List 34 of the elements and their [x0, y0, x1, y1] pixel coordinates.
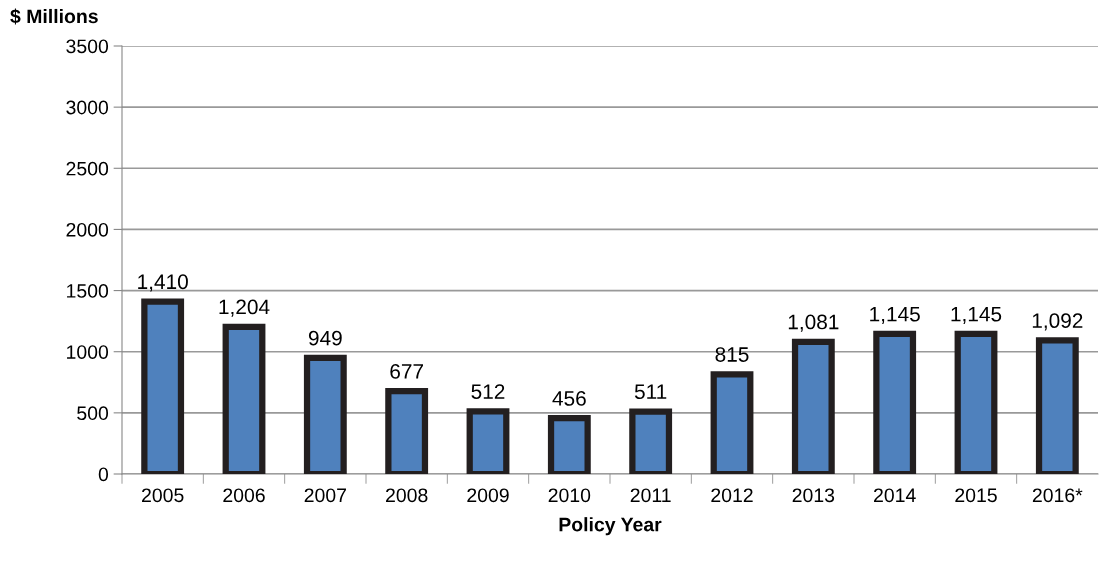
- data-label: 1,410: [138, 274, 188, 292]
- x-tick-label: 2007: [304, 488, 346, 503]
- data-label: 512: [471, 384, 505, 399]
- x-tick-label: 2009: [467, 488, 509, 503]
- x-tick-label: 2015: [955, 488, 997, 503]
- data-label: 1,145: [951, 306, 1002, 324]
- x-tick-label: 2014: [874, 488, 916, 503]
- y-tick-label: 500: [77, 406, 109, 421]
- x-tick-label: 2013: [792, 488, 835, 503]
- x-tick-label: 2012: [711, 488, 753, 503]
- data-label: 815: [715, 347, 749, 362]
- data-label: 677: [390, 364, 423, 379]
- data-label: 1,092: [1032, 313, 1083, 331]
- x-tick-label: 2006: [223, 488, 265, 503]
- y-tick-label: 3500: [66, 39, 109, 54]
- y-tick-label: 1000: [67, 345, 109, 359]
- x-tick-label: 2016*: [1032, 488, 1083, 503]
- data-label: 1,145: [870, 306, 920, 324]
- x-tick-label: 2011: [630, 488, 671, 503]
- y-tick-label: 3000: [66, 100, 109, 115]
- x-tick-label: 2005: [142, 488, 184, 503]
- x-tick-label: 2010: [548, 488, 591, 503]
- y-tick-label: 0: [98, 467, 109, 482]
- x-axis-title: Policy Year: [559, 517, 662, 536]
- y-tick-label: 2000: [66, 222, 109, 237]
- data-label: 511: [634, 384, 667, 400]
- y-tick-label: 1500: [67, 284, 109, 298]
- x-tick-label: 2008: [386, 488, 428, 503]
- y-axis-title: $ Millions: [10, 8, 98, 25]
- y-tick-label: 2500: [66, 161, 109, 176]
- data-label: 1,081: [788, 314, 839, 332]
- data-label: 456: [552, 391, 586, 406]
- data-label: 949: [308, 330, 342, 346]
- data-label: 1,204: [219, 299, 270, 317]
